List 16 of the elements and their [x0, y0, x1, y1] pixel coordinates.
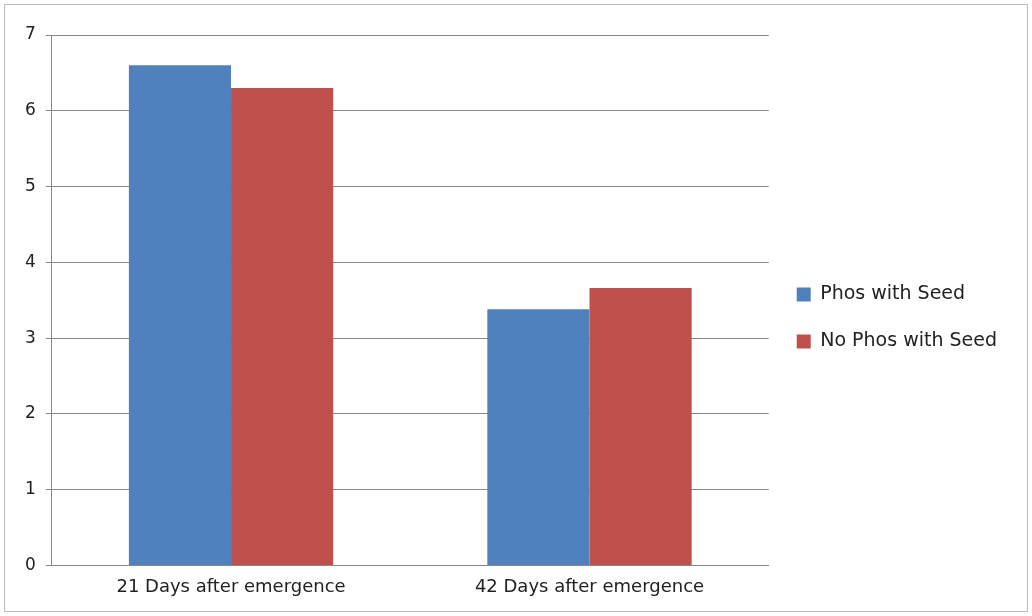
y-tick-label: 5: [24, 174, 36, 195]
legend-label: No Phos with Seed: [820, 328, 998, 351]
y-tick-label: 1: [24, 478, 36, 499]
y-tick-label: 0: [24, 553, 36, 574]
y-tick-label: 2: [24, 402, 36, 423]
legend-label: Phos with Seed: [820, 281, 966, 304]
bar: [231, 88, 334, 565]
bar: [589, 288, 692, 565]
y-tick-label: 4: [24, 250, 36, 271]
x-tick-label: 21 Days after emergence: [116, 574, 346, 596]
y-tick-label: 7: [24, 23, 36, 44]
x-tick-label: 42 Days after emergence: [474, 574, 705, 596]
bar: [487, 309, 590, 565]
y-tick-label: 3: [24, 326, 36, 347]
bar: [128, 65, 232, 565]
y-tick-label: 6: [24, 99, 36, 120]
